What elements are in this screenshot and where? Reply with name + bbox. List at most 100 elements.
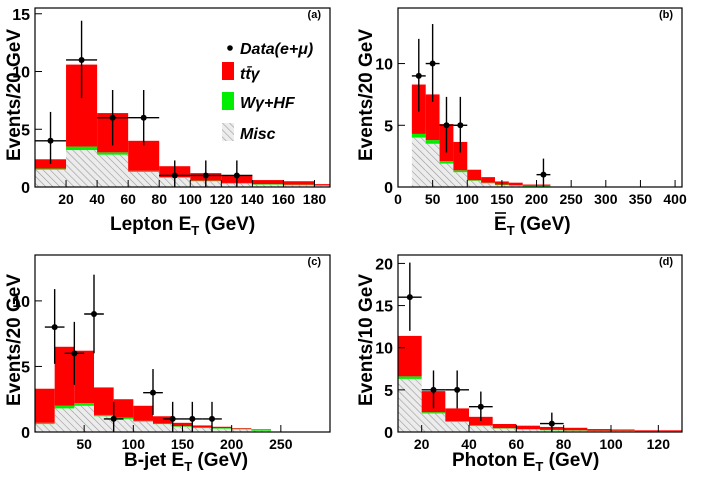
bar-ttg-c-10 [232,428,252,429]
bar-ttg-c-2 [74,351,94,403]
bar-wg-b-5 [481,183,495,184]
bar-wg-d-1 [422,412,446,413]
data-point-d-3 [478,404,484,410]
bar-misc-c-4 [114,419,134,432]
bar-misc-a-0 [35,170,66,187]
x-axis-label-c: B-jet ET (GeV) [124,450,248,473]
data-point-c-4 [150,390,156,396]
legend: Data(e+μ) tt̄γ Wγ+HF Misc [222,41,313,143]
x-axis-label-d-unit: (GeV) [543,450,599,471]
data-point-b-1 [430,61,436,67]
x-tick-label-b-7: 350 [629,191,653,207]
x-tick-label-d-2: 60 [509,436,525,452]
bar-misc-d-2 [445,422,469,432]
bar-wg-a-8 [283,185,314,186]
x-tick-label-b-6: 300 [594,191,618,207]
y-tick-label-a-2: 10 [12,65,30,82]
y-axis-label-d: Events/10 GeV [356,274,377,406]
bar-wg-c-5 [133,421,153,422]
bar-wg-c-10 [232,429,252,430]
legend-ttg-swatch [222,62,234,80]
bar-wg-a-2 [97,152,128,154]
bar-misc-d-0 [398,379,422,432]
bar-ttg-b-5 [481,177,495,183]
x-tick-label-a-3: 80 [151,191,167,207]
bar-ttg-b-8 [523,185,537,186]
bar-ttg-d-4 [493,424,517,428]
bar-misc-c-0 [35,424,55,432]
bar-ttg-d-8 [587,429,611,431]
bar-ttg-c-1 [55,347,75,406]
data-point-a-2 [110,115,116,121]
bar-wg-d-0 [398,376,422,379]
x-tick-label-a-6: 140 [241,191,265,207]
y-tick-label-c-2: 10 [12,294,30,311]
data-point-c-2 [91,311,97,317]
bar-ttg-d-2 [445,408,469,421]
bar-misc-b-4 [467,181,481,187]
y-tick-label-a-3: 15 [12,7,30,24]
y-tick-label-c-1: 5 [21,359,30,376]
legend-misc-label: Misc [240,126,276,143]
data-point-b-0 [416,73,422,79]
data-point-a-6 [234,172,240,178]
bar-ttg-b-4 [467,170,481,180]
x-tick-label-c-3: 200 [220,436,244,452]
x-axis-label-c-sub: T [184,459,192,473]
x-axis-label-b-sub: T [507,223,515,238]
bar-misc-b-2 [440,164,454,187]
bar-ttg-c-11 [251,429,271,430]
x-tick-label-b-1: 50 [425,191,441,207]
x-tick-label-c-4: 250 [269,436,293,452]
legend-misc-swatch [222,123,234,141]
x-tick-label-d-1: 40 [461,436,477,452]
x-tick-label-a-7: 160 [272,191,296,207]
data-point-a-3 [141,115,147,121]
x-tick-label-a-5: 120 [210,191,234,207]
bar-wg-a-0 [35,169,66,170]
bar-misc-a-1 [66,150,97,187]
x-tick-label-b-5: 250 [559,191,583,207]
x-axis-label-c-unit: (GeV) [192,450,248,471]
bar-ttg-c-0 [35,389,55,423]
bar-misc-d-1 [422,413,446,432]
x-tick-label-c-2: 150 [171,436,195,452]
bar-wg-c-11 [251,430,271,431]
y-tick-label-d-0: 0 [384,425,393,442]
bar-misc-a-2 [97,155,128,187]
bar-misc-c-1 [55,408,75,432]
x-tick-label-b-0: 0 [394,191,402,207]
x-axis-label-a-sub: T [191,223,199,238]
x-axis-label-b: ET (GeV) [494,214,571,238]
data-point-b-4 [540,172,546,178]
data-point-c-7 [209,416,215,422]
x-tick-label-d-4: 100 [599,436,623,452]
x-tick-label-d-5: 120 [647,436,671,452]
bar-ttg-d-5 [516,426,540,429]
bar-ttg-d-7 [564,428,588,431]
bar-wg-c-6 [153,423,173,424]
bar-misc-c-6 [153,424,173,432]
y-tick-label-b-2: 10 [375,57,393,74]
bar-misc-c-5 [133,422,153,432]
bar-wg-b-3 [453,170,467,172]
bar-misc-d-3 [469,426,493,432]
bar-wg-c-0 [35,423,55,424]
x-tick-label-a-2: 60 [120,191,136,207]
data-point-b-2 [443,122,449,128]
bar-wg-b-7 [509,185,523,186]
bar-wg-b-8 [523,186,537,187]
bar-wg-a-1 [66,147,97,150]
x-tick-label-b-3: 150 [490,191,514,207]
legend-wg-label: Wγ+HF [240,95,296,112]
data-point-d-4 [549,421,555,427]
x-axis-label-d: Photon ET (GeV) [452,450,599,473]
x-tick-label-b-2: 100 [456,191,480,207]
x-axis-label-d-main: Photon E [452,450,535,471]
bar-ttg-d-0 [398,336,422,376]
data-point-c-0 [52,324,58,330]
